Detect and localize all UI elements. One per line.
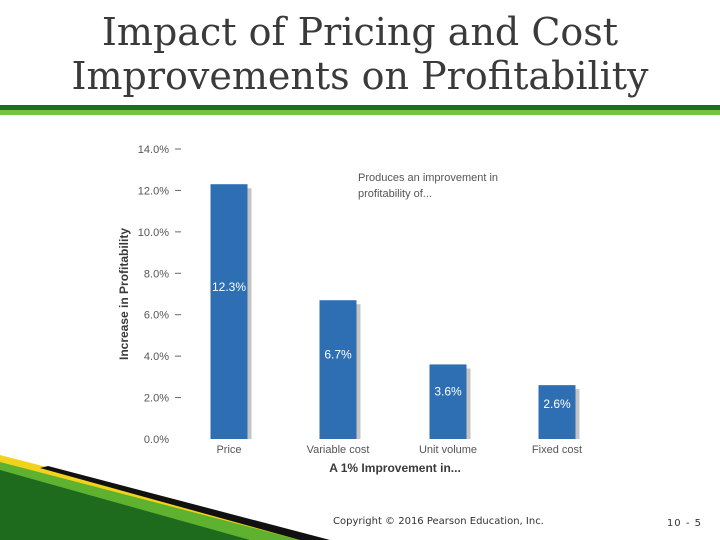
y-axis-title: Increase in Profitability [117,228,131,360]
y-tick-label: 6.0% [144,310,169,322]
y-tick-label: 8.0% [144,268,169,280]
y-tick-label: 10.0% [138,227,169,239]
slide-title: Impact of Pricing and Cost Improvements … [0,10,720,98]
x-category-label: Unit volume [419,444,477,456]
slide-title-line-2: Improvements on Profitability [71,54,649,98]
corner-black-stripe [40,466,330,540]
y-tick-label: 2.0% [144,393,169,405]
chart-annotation-line-1: Produces an improvement in [358,172,498,184]
bar [538,385,576,439]
x-axis-title: A 1% Improvement in... [329,461,461,475]
bar-value-label: 2.6% [543,397,571,411]
bar [429,364,467,439]
bars: 12.3% Price 6.7% Variable cost 3.6% Unit volu… [210,184,582,456]
slide-number: 10 - 5 [666,518,702,529]
slide-title-line-1: Impact of Pricing and Cost [101,10,619,54]
bar [319,300,357,439]
bar-value-label: 3.6% [434,385,462,399]
y-tick-label: 12.0% [138,185,169,197]
bar-value-label: 12.3% [212,280,246,294]
bar-value-label: 6.7% [324,348,352,362]
copyright-text: Copyright © 2016 Pearson Education, Inc. [333,516,544,527]
y-tick-label: 4.0% [144,351,169,363]
corner-dark-green-stripe [0,470,250,540]
bar [210,184,248,439]
y-tick-label: 14.0% [138,144,169,156]
x-category-label: Fixed cost [532,444,582,456]
y-axis: 0.0% 2.0% 4.0% 6.0% 8.0% 10.0% 12.0% 14.0% [138,144,181,446]
title-rule-dark [0,105,720,110]
x-category-label: Variable cost [307,444,370,456]
title-rule-light [0,110,720,115]
x-category-label: Price [216,444,241,456]
chart-annotation-line-2: profitability of... [358,188,432,200]
y-tick-label: 0.0% [144,434,169,446]
